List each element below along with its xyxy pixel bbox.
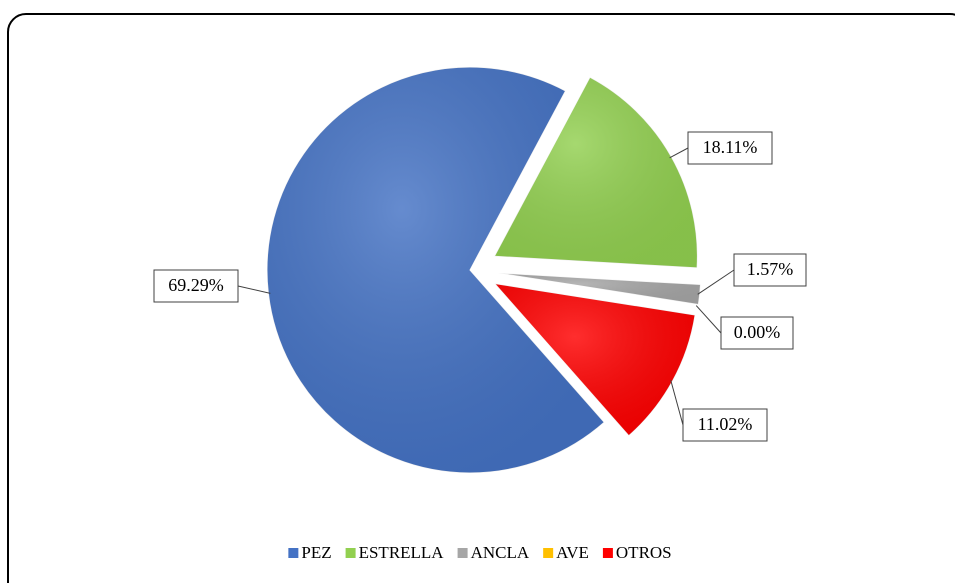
slice-shade (494, 283, 696, 436)
slice-shade (494, 77, 698, 268)
data-label: 1.57% (747, 259, 794, 279)
legend-label: ANCLA (471, 543, 530, 562)
legend-label: ESTRELLA (359, 543, 445, 562)
data-label: 69.29% (168, 275, 224, 295)
pie (266, 66, 702, 474)
slice-shade (497, 272, 701, 305)
legend-label: OTROS (616, 543, 672, 562)
data-label: 0.00% (734, 322, 781, 342)
label-box (733, 253, 807, 287)
leader-line (237, 285, 271, 294)
label-box (153, 269, 239, 303)
data-labels: 69.29% 18.11% 1.57% 0.00% 11.02% (153, 131, 807, 442)
leader-line (695, 305, 722, 334)
legend-swatch (288, 548, 299, 558)
legend: PEZ ESTRELLA ANCLA AVE OTROS (288, 543, 672, 562)
data-label: 11.02% (698, 414, 753, 434)
leader-line (670, 380, 684, 426)
legend-swatch (543, 548, 554, 558)
legend-label: PEZ (301, 543, 331, 562)
legend-swatch (602, 548, 613, 558)
label-box (682, 408, 768, 442)
legend-swatch (345, 548, 356, 558)
leader-line (669, 147, 689, 159)
data-label: 18.11% (703, 137, 758, 157)
label-box (687, 131, 773, 165)
label-box (720, 316, 794, 350)
slice-shade (267, 67, 605, 474)
legend-swatch (457, 548, 468, 558)
leader-line (697, 269, 735, 295)
legend-label: AVE (556, 543, 589, 562)
